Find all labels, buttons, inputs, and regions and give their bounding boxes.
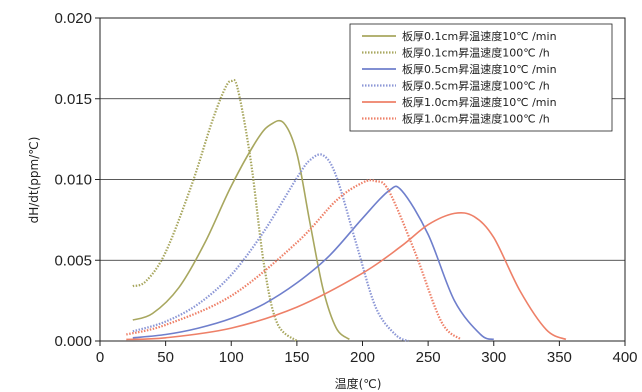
legend-label: 板厚0.1cm昇温速度10℃ /min: [402, 29, 557, 43]
y-tick-label: 0.000: [54, 333, 92, 350]
y-axis-label: dH/dt(ppm/℃): [27, 137, 41, 224]
y-axis-ticks: 0.000 0.005 0.010 0.015 0.020: [54, 10, 100, 350]
series-line-5: [126, 211, 567, 341]
x-tick-label: 250: [416, 349, 441, 366]
y-tick-label: 0.005: [54, 252, 92, 269]
x-tick-label: 150: [284, 349, 309, 366]
y-tick-label: 0.020: [54, 10, 92, 27]
legend-label: 板厚0.5cm昇温速度100℃ /h: [402, 79, 550, 93]
legend-label: 板厚0.1cm昇温速度100℃ /h: [402, 46, 550, 60]
legend-label: 板厚1.0cm昇温速度10℃ /min: [402, 95, 557, 109]
x-tick-label: 350: [547, 349, 572, 366]
series-line-6: [126, 179, 462, 341]
series-line-2: [132, 78, 298, 342]
x-tick-label: 0: [96, 349, 104, 366]
x-tick-label: 400: [612, 349, 637, 366]
series-layer: [126, 78, 567, 343]
x-axis-ticks: 0 50 100 150 200 250 300 350 400: [96, 341, 638, 366]
series-line-1: [132, 119, 350, 341]
x-tick-label: 200: [350, 349, 375, 366]
legend-box: [349, 23, 613, 132]
x-axis-label: 温度(℃): [335, 376, 382, 391]
x-tick-label: 100: [219, 349, 244, 366]
x-tick-label: 300: [481, 349, 506, 366]
y-tick-label: 0.015: [54, 91, 92, 108]
legend-label: 板厚0.5cm昇温速度10℃ /min: [402, 62, 557, 76]
x-tick-label: 50: [157, 349, 174, 366]
legend-label: 板厚1.0cm昇温速度100℃ /h: [402, 112, 550, 126]
series-line-3: [132, 185, 495, 341]
y-tick-label: 0.010: [54, 172, 92, 189]
legend: 板厚0.1cm昇温速度10℃ /min 板厚0.1cm昇温速度100℃ /h 板厚0…: [349, 23, 613, 132]
